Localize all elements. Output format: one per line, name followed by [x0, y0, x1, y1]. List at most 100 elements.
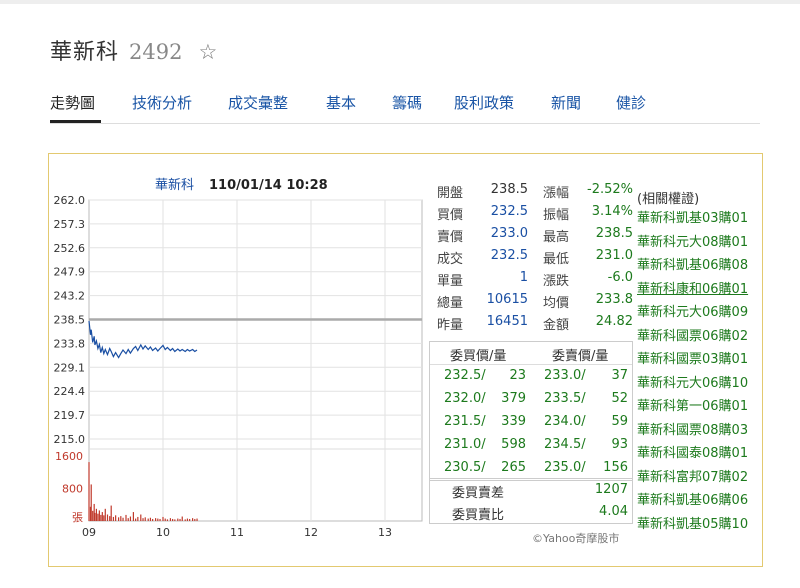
volume-bar — [144, 517, 146, 521]
bid-ask-diff-row: 委買賣差 1207 — [430, 479, 632, 501]
quote-value: 10615 — [486, 292, 528, 307]
volume-bar — [162, 516, 164, 521]
warrant-link[interactable]: 華新科第一06購01 — [637, 399, 749, 414]
volume-bar — [97, 513, 99, 521]
price-tick-label: 233.8 — [54, 337, 86, 350]
price-tick-label: 229.1 — [54, 361, 86, 374]
volume-bar — [155, 518, 157, 521]
volume-bar — [106, 514, 109, 521]
volume-bar — [125, 514, 127, 521]
tab-technical[interactable]: 技術分析 — [132, 94, 193, 112]
volume-bar — [89, 506, 92, 521]
order-book-summary: 委買賣差 1207 委買賣比 4.04 — [429, 478, 633, 524]
volume-bar — [129, 516, 132, 521]
volume-bar — [104, 508, 106, 521]
time-tick-label: 11 — [230, 526, 244, 539]
tab-dividend[interactable]: 股利政策 — [454, 94, 515, 112]
order-book-row: 232.5/23 233.0/37 — [430, 365, 632, 388]
warrant-link[interactable]: 華新科國泰08購01 — [637, 446, 749, 461]
price-tick-label: 247.9 — [54, 266, 86, 279]
bid-ask-ratio-label: 委買賣比 — [452, 508, 505, 523]
bid-ask-ratio-value: 4.04 — [599, 504, 628, 519]
volume-unit-label: 張 — [72, 511, 83, 524]
bid-price: 232.5/ — [444, 368, 486, 383]
ask-price: 234.5/ — [544, 437, 586, 452]
volume-bar — [172, 518, 174, 521]
volume-bar — [174, 519, 176, 521]
tab-trade-summary[interactable]: 成交彙整 — [228, 94, 289, 112]
warrant-link[interactable]: 華新科凱基06購06 — [637, 493, 749, 508]
volume-bar — [196, 518, 198, 521]
volume-bar — [95, 508, 97, 521]
order-book-row: 230.5/265 235.0/156 — [430, 457, 632, 480]
volume-bar — [103, 515, 105, 521]
quote-label: 最高 — [543, 230, 570, 245]
time-tick-label: 09 — [82, 526, 96, 539]
volume-bar — [159, 518, 161, 521]
quote-value: 24.82 — [595, 314, 633, 329]
quote-label: 賣價 — [437, 230, 464, 245]
volume-bar — [118, 517, 120, 521]
price-line — [88, 320, 198, 359]
warrant-link[interactable]: 華新科凱基05購10 — [637, 516, 749, 532]
tab-trend[interactable]: 走勢圖 — [50, 94, 96, 112]
time-tick-label: 12 — [304, 526, 318, 539]
volume-bar — [88, 462, 90, 521]
quote-label: 成交 — [437, 252, 464, 267]
warrant-link[interactable]: 華新科元大06購10 — [637, 375, 749, 391]
warrant-link[interactable]: 華新科凱基06購08 — [637, 258, 749, 273]
volume-bar — [177, 518, 179, 521]
ask-price: 233.0/ — [544, 368, 586, 383]
volume-bar — [194, 518, 196, 521]
quote-label: 總量 — [437, 296, 464, 311]
quote-value: 1 — [519, 270, 528, 285]
volume-bar — [112, 516, 115, 521]
warrant-link[interactable]: 華新科國票03購01 — [637, 352, 749, 367]
volume-bar — [92, 510, 94, 521]
star-outline-icon[interactable]: ☆ — [198, 40, 218, 64]
price-tick-label: 238.5 — [54, 314, 86, 327]
volume-tick-label: 1600 — [55, 450, 83, 463]
volume-bar — [98, 510, 100, 521]
ask-price: 233.5/ — [544, 391, 586, 406]
volume-bar — [120, 516, 122, 521]
quote-label: 金額 — [543, 318, 570, 333]
quote-label: 開盤 — [437, 186, 464, 201]
bid-ask-diff-value: 1207 — [594, 482, 628, 497]
volume-bar — [110, 505, 112, 521]
bid-qty: 379 — [501, 391, 526, 406]
volume-bar — [127, 518, 129, 521]
quote-label: 漲跌 — [543, 274, 570, 289]
tab-health[interactable]: 健診 — [616, 94, 647, 112]
time-tick-label: 10 — [156, 526, 170, 539]
warrant-link[interactable]: 華新科富邦07購02 — [637, 469, 749, 485]
warrant-link[interactable]: 華新科元大08購01 — [637, 234, 749, 250]
warrant-link[interactable]: 華新科國票08購03 — [637, 422, 749, 438]
tab-chips[interactable]: 籌碼 — [392, 94, 423, 112]
volume-bar — [192, 518, 194, 521]
warrant-link[interactable]: 華新科國票06購02 — [637, 328, 749, 344]
quote-value: 233.8 — [595, 292, 633, 307]
warrant-link[interactable]: 華新科凱基03購01 — [637, 211, 749, 226]
quote-row: 成交 232.5 最低 231.0 — [437, 248, 633, 270]
volume-bar — [147, 518, 149, 521]
volume-bar — [90, 484, 92, 521]
bid-qty: 598 — [501, 437, 526, 452]
volume-bar — [100, 514, 102, 521]
bid-ask-diff-label: 委買賣差 — [452, 486, 505, 501]
active-tab-indicator — [50, 120, 101, 123]
volume-bar — [137, 516, 139, 521]
tab-basic[interactable]: 基本 — [326, 94, 357, 112]
volume-bar — [181, 516, 183, 521]
warrant-link[interactable]: 華新科康和06購01 — [637, 281, 749, 297]
price-tick-label: 252.6 — [54, 242, 86, 255]
quote-panel: 華新科 110/01/14 10:28 262.0 257.3 252.6 247.9… — [48, 153, 763, 567]
tab-news[interactable]: 新聞 — [551, 94, 582, 112]
volume-bar — [184, 519, 186, 521]
order-book-header: 委買價/量 委賣價/量 — [430, 342, 632, 365]
warrant-link[interactable]: 華新科元大06購09 — [637, 305, 749, 320]
quote-value: 3.14% — [591, 204, 633, 219]
quote-row: 總量 10615 均價 233.8 — [437, 292, 633, 314]
quote-row: 單量 1 漲跌 -6.0 — [437, 270, 633, 292]
volume-bar — [132, 512, 134, 521]
